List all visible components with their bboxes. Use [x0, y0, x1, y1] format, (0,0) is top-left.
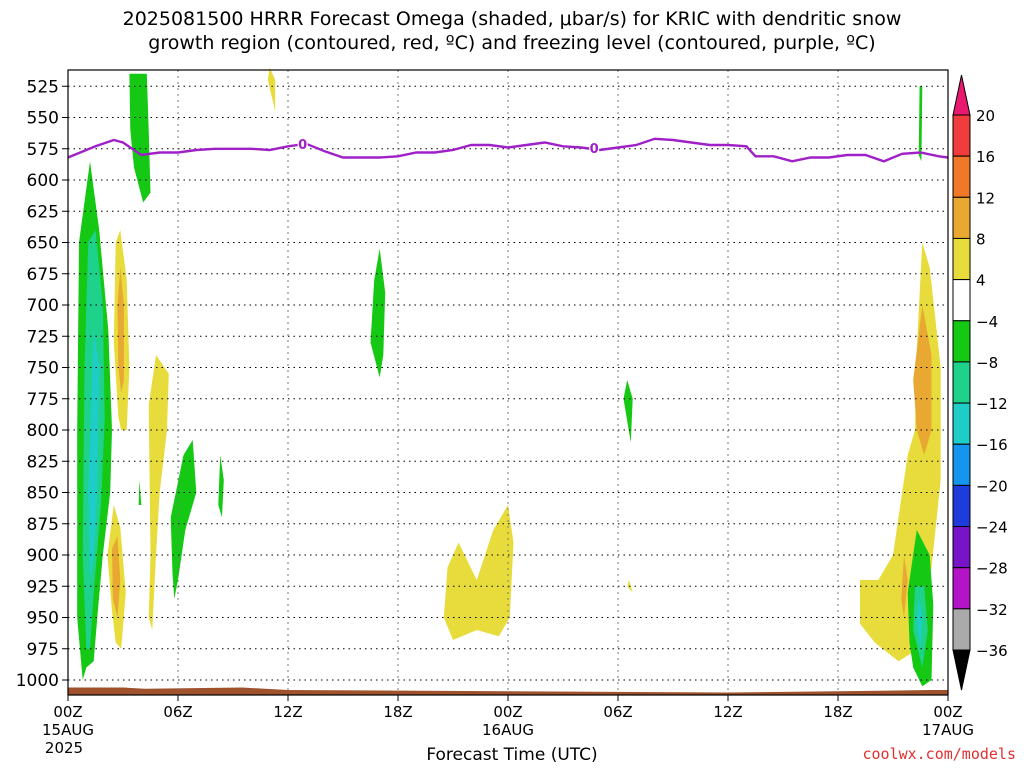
x-tick-year-0: 2025 [45, 739, 83, 757]
colorbar-label-10: −24 [976, 519, 1008, 537]
x-tick-label-8: 00Z [933, 703, 962, 721]
chart-title-line1: 2025081500 HRRR Forecast Omega (shaded, … [122, 8, 902, 30]
colorbar-top-arrow [952, 74, 971, 116]
x-tick-label-3: 18Z [383, 703, 412, 721]
y-tick-label-5: 650 [27, 234, 59, 254]
y-tick-label-14: 875 [27, 515, 59, 535]
y-tick-label-0: 525 [27, 77, 59, 97]
omega-region-12 [267, 67, 276, 112]
y-tick-label-11: 800 [27, 421, 59, 441]
y-tick-label-8: 725 [27, 327, 59, 347]
x-tick-label-5: 06Z [603, 703, 632, 721]
colorbar-label-8: −16 [976, 436, 1008, 454]
grid-lines [68, 70, 948, 695]
x-axis-label: Forecast Time (UTC) [426, 745, 598, 765]
colorbar-swatch-6 [952, 361, 971, 404]
y-tick-label-6: 675 [27, 265, 59, 285]
y-tick-label-9: 750 [27, 359, 59, 379]
freezing-label-bg-1 [589, 140, 600, 155]
colorbar-label-0: 20 [976, 107, 995, 125]
colorbar-swatch-10 [952, 526, 971, 569]
colorbar-label-1: 16 [976, 148, 995, 166]
omega-region-13 [370, 248, 386, 378]
terrain-fill [68, 687, 948, 695]
y-tick-label-17: 950 [27, 609, 59, 629]
omega-shaded-regions [77, 67, 941, 687]
colorbar-swatch-7 [952, 402, 971, 445]
colorbar-swatch-9 [952, 484, 971, 528]
colorbar-label-4: 4 [976, 272, 986, 290]
omega-region-18 [913, 305, 932, 455]
colorbar-label-2: 12 [976, 189, 995, 207]
site-credit: coolwx.com/models [862, 745, 1016, 763]
colorbar-swatch-4 [952, 279, 971, 322]
colorbar: 20 16 12 8 4 −4 −8 −12 −16 −20 −24 −28 −32 −36 [952, 74, 1008, 691]
omega-region-15 [623, 380, 633, 443]
y-tick-label-3: 600 [27, 171, 59, 191]
omega-region-5 [117, 267, 124, 393]
omega-region-22 [916, 598, 923, 649]
colorbar-label-9: −20 [976, 477, 1008, 495]
colorbar-label-3: 8 [976, 230, 986, 248]
y-tick-label-16: 925 [27, 577, 59, 597]
x-tick-label-6: 12Z [713, 703, 742, 721]
colorbar-swatch-0 [952, 114, 971, 157]
y-axis-ticks: 525 550 575 600 625 650 675 700 725 750 775 800 825 8… [16, 77, 68, 691]
x-tick-label-2: 12Z [273, 703, 302, 721]
terrain-polygon [68, 687, 948, 695]
omega-region-2 [88, 330, 100, 580]
x-tick-label-7: 18Z [823, 703, 852, 721]
chart-title-line2: growth region (contoured, red, ºC) and f… [148, 32, 876, 54]
freezing-level-label-1: 0 [590, 142, 599, 157]
colorbar-swatch-12 [952, 608, 971, 651]
omega-region-3 [129, 73, 151, 203]
colorbar-swatch-8 [952, 443, 971, 486]
x-tick-date-8: 17AUG [922, 721, 974, 739]
colorbar-label-11: −28 [976, 560, 1008, 578]
colorbar-swatch-5 [952, 320, 971, 363]
x-tick-label-0: 00Z [53, 703, 82, 721]
x-tick-label-1: 06Z [163, 703, 192, 721]
freezing-level-line [67, 137, 949, 163]
y-tick-label-19: 1000 [16, 671, 59, 691]
colorbar-label-6: −8 [976, 354, 998, 372]
y-tick-label-1: 550 [27, 109, 59, 129]
y-tick-label-7: 700 [27, 296, 59, 316]
y-tick-label-18: 975 [27, 640, 59, 660]
colorbar-swatch-11 [952, 567, 971, 610]
colorbar-label-13: −36 [976, 642, 1008, 660]
colorbar-swatch-1 [952, 155, 971, 198]
y-tick-label-2: 575 [27, 140, 59, 160]
y-tick-label-4: 625 [27, 202, 59, 222]
omega-region-8 [148, 355, 169, 630]
colorbar-bottom-arrow [952, 649, 971, 691]
y-tick-label-15: 900 [27, 546, 59, 566]
colorbar-swatch-2 [952, 196, 971, 239]
omega-region-14 [443, 505, 514, 640]
omega-region-9 [170, 440, 197, 599]
omega-region-10 [218, 455, 224, 518]
y-tick-label-12: 825 [27, 452, 59, 472]
y-tick-label-13: 850 [27, 484, 59, 504]
colorbar-label-12: −32 [976, 601, 1008, 619]
colorbar-label-5: −4 [976, 313, 998, 331]
x-tick-label-4: 00Z [493, 703, 522, 721]
colorbar-label-7: −12 [976, 395, 1008, 413]
x-tick-date-0: 15AUG [42, 721, 94, 739]
freezing-level-label-0: 0 [298, 138, 307, 153]
omega-region-23 [918, 86, 923, 162]
x-tick-date-4: 16AUG [482, 721, 534, 739]
freezing-label-bg-0 [297, 137, 308, 151]
colorbar-swatch-3 [952, 237, 971, 281]
omega-region-7 [112, 536, 121, 618]
y-tick-label-10: 775 [27, 390, 59, 410]
